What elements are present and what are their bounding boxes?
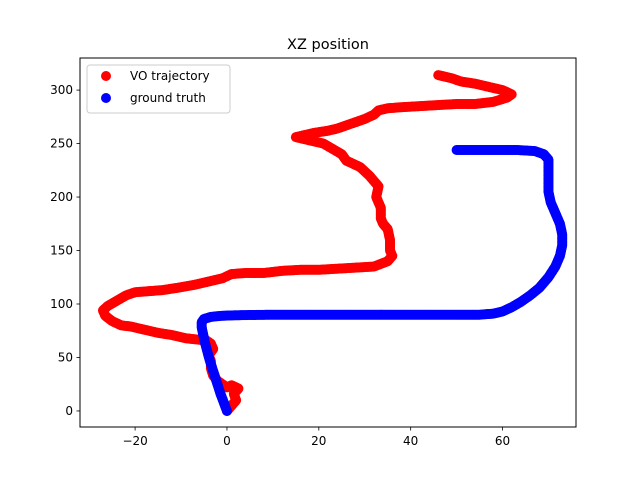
legend-marker-vo-trajectory: [101, 71, 111, 81]
y-tick-label: 50: [58, 350, 73, 364]
plot-area: [97, 70, 568, 416]
legend-label-vo-trajectory: VO trajectory: [130, 69, 210, 83]
y-tick-label: 250: [50, 137, 73, 151]
y-tick-label: 300: [50, 83, 73, 97]
series-ground-truth: [196, 144, 568, 416]
y-tick-label: 200: [50, 190, 73, 204]
data-point-vo-trajectory: [433, 70, 444, 81]
x-tick-label: 40: [403, 434, 418, 448]
x-tick-label: 0: [223, 434, 231, 448]
legend-label-ground-truth: ground truth: [130, 91, 206, 105]
chart-title: XZ position: [287, 37, 369, 53]
axis-ticks: −20 0 20 40 60 0 50 100 150 200 250 300: [50, 83, 510, 448]
x-tick-label: 20: [311, 434, 326, 448]
y-tick-label: 0: [65, 404, 73, 418]
x-tick-label: 60: [495, 434, 510, 448]
y-tick-label: 150: [50, 244, 73, 258]
legend-box: [86, 64, 231, 114]
y-tick-label: 100: [50, 297, 73, 311]
data-point-ground-truth: [451, 144, 462, 155]
legend-marker-ground-truth: [101, 93, 111, 103]
x-tick-label: −20: [122, 434, 147, 448]
axes-frame: [79, 57, 577, 428]
series-vo-trajectory: [97, 70, 517, 416]
legend: VO trajectory ground truth: [86, 64, 231, 114]
